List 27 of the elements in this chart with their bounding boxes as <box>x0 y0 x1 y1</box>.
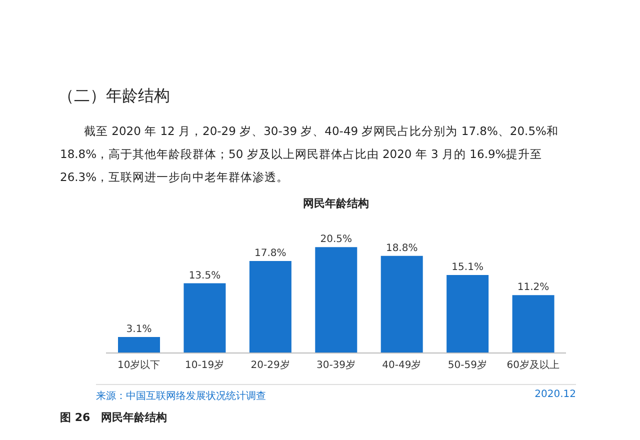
bar <box>249 261 292 353</box>
data-label: 17.8% <box>254 248 286 260</box>
data-label: 3.1% <box>126 324 152 335</box>
text: 截至 2020 年 12 月，20-29 岁、30-39 岁、40-49 岁网民占比分别为 17.8%、20.5%和 18.8%，高于其他年龄段群体；50 岁及以上网民群体占比由 2020 年 3 月的 16.9%提升至 26.3%，互联网进一步向中老年群体渗透。 <box>60 123 560 186</box>
data-label: 20.5% <box>320 234 352 246</box>
data-label: 11.2% <box>517 282 550 294</box>
chart-title: 网民年龄结构 <box>302 196 370 211</box>
x-tick-label: 40-49岁 <box>382 359 422 372</box>
x-tick-label: 20-29岁 <box>250 359 290 372</box>
source-note: 来源：中国互联网络发展状况统计调查 <box>96 390 266 403</box>
bar <box>118 336 160 353</box>
text: 2020.12 <box>534 389 576 402</box>
x-tick-label: 50-59岁 <box>448 359 487 372</box>
bar <box>380 256 423 353</box>
x-tick-label: 10-19岁 <box>185 359 224 372</box>
text: （二）年龄结构 <box>58 86 170 107</box>
data-label: 18.8% <box>386 242 418 254</box>
bar <box>184 283 226 353</box>
caption: 图 26 网民年龄结构 <box>60 410 168 425</box>
bar <box>446 274 489 353</box>
x-tick-label: 10岁以下 <box>117 359 160 372</box>
data-label: 13.5% <box>188 270 221 282</box>
data-label: 15.1% <box>452 262 484 273</box>
x-tick-label: 60岁及以上 <box>506 359 560 372</box>
bar <box>512 295 554 353</box>
bar <box>315 247 358 353</box>
x-tick-label: 30-39岁 <box>316 359 356 372</box>
